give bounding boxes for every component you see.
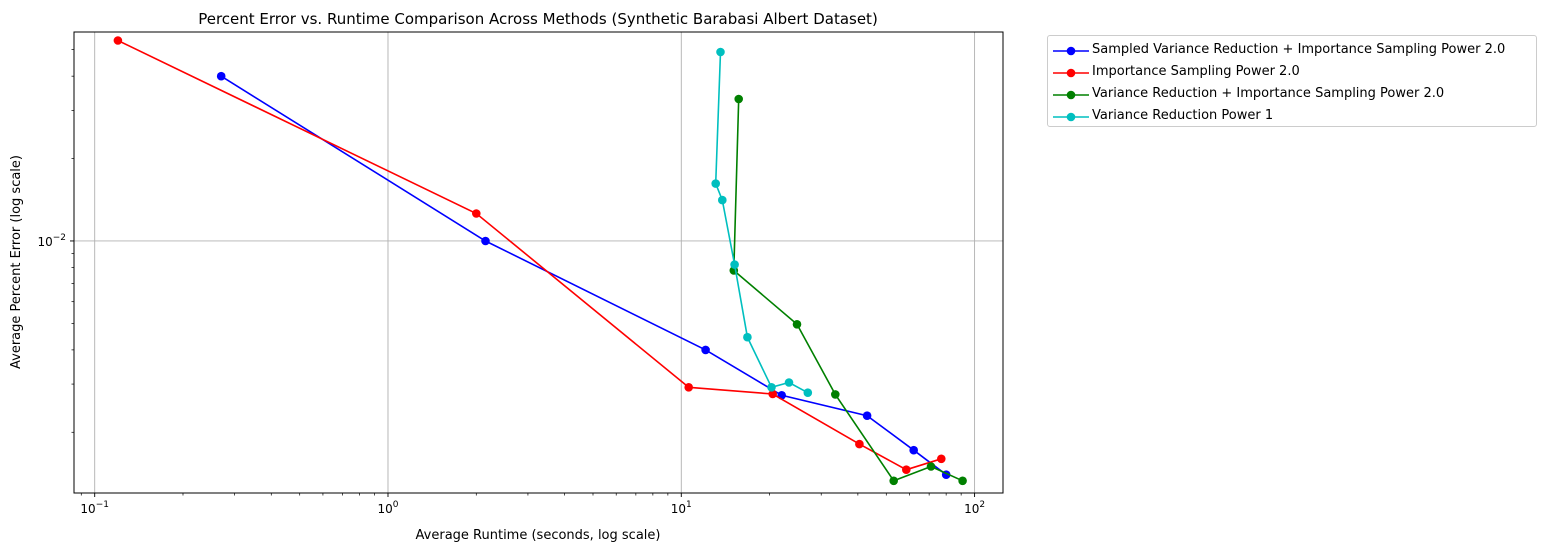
- x-tick-label: 101: [671, 500, 692, 516]
- data-point: [889, 476, 898, 486]
- y-tick-label: 10−2: [37, 233, 66, 249]
- data-point: [909, 445, 918, 455]
- data-point: [803, 388, 813, 398]
- data-point: [937, 454, 946, 464]
- data-point: [958, 476, 967, 486]
- legend-label: Importance Sampling Power 2.0: [1092, 64, 1300, 79]
- legend-entry: Importance Sampling Power 2.0: [1048, 62, 1536, 84]
- data-point: [743, 332, 752, 342]
- data-point: [718, 195, 727, 205]
- legend-entry: Sampled Variance Reduction + Importance …: [1048, 40, 1536, 62]
- y-axis-label: Average Percent Error (log scale): [9, 155, 24, 369]
- legend-swatch-1: [1053, 68, 1089, 78]
- data-point: [767, 383, 776, 392]
- series-line: [220, 75, 947, 476]
- chart-title: Percent Error vs. Runtime Comparison Acr…: [198, 10, 878, 28]
- plot-frame: [73, 31, 1004, 494]
- legend: Sampled Variance Reduction + Importance …: [1047, 35, 1537, 127]
- series-layer: [113, 36, 967, 486]
- data-point: [716, 47, 725, 57]
- data-point: [792, 320, 802, 329]
- data-point: [734, 94, 743, 104]
- legend-label: Sampled Variance Reduction + Importance …: [1092, 42, 1506, 57]
- data-point: [113, 36, 123, 45]
- data-point: [701, 345, 710, 355]
- x-tick-label: 100: [377, 500, 398, 516]
- legend-swatch-0: [1053, 46, 1089, 56]
- series-line: [117, 39, 942, 471]
- data-point: [216, 71, 226, 81]
- series-line: [732, 98, 963, 482]
- legend-label: Variance Reduction Power 1: [1092, 108, 1274, 123]
- x-tick-label: 102: [964, 500, 985, 516]
- series-2: [729, 94, 967, 486]
- axis-ticks: 10−1 100 101 102 10−2: [37, 49, 985, 516]
- data-point: [711, 179, 720, 188]
- x-axis-label: Average Runtime (seconds, log scale): [416, 528, 661, 543]
- legend-entry: Variance Reduction Power 1: [1048, 106, 1536, 128]
- data-point: [684, 383, 693, 392]
- data-point: [784, 378, 794, 387]
- series-0: [216, 71, 951, 480]
- data-point: [926, 462, 936, 471]
- data-point: [730, 260, 739, 269]
- legend-label: Variance Reduction + Importance Sampling…: [1092, 86, 1445, 101]
- data-point: [862, 411, 872, 421]
- series-line: [714, 51, 809, 394]
- data-point: [855, 439, 864, 449]
- legend-swatch-2: [1053, 90, 1089, 100]
- legend-swatch-3: [1053, 112, 1089, 122]
- series-1: [113, 36, 946, 475]
- data-point: [768, 389, 777, 399]
- series-3: [711, 47, 813, 398]
- data-point: [902, 465, 911, 475]
- data-point: [481, 236, 490, 246]
- data-point: [472, 209, 481, 218]
- legend-entry: Variance Reduction + Importance Sampling…: [1048, 84, 1536, 106]
- grid-lines: [74, 32, 1003, 493]
- x-tick-label: 10−1: [80, 500, 109, 516]
- data-point: [831, 390, 840, 399]
